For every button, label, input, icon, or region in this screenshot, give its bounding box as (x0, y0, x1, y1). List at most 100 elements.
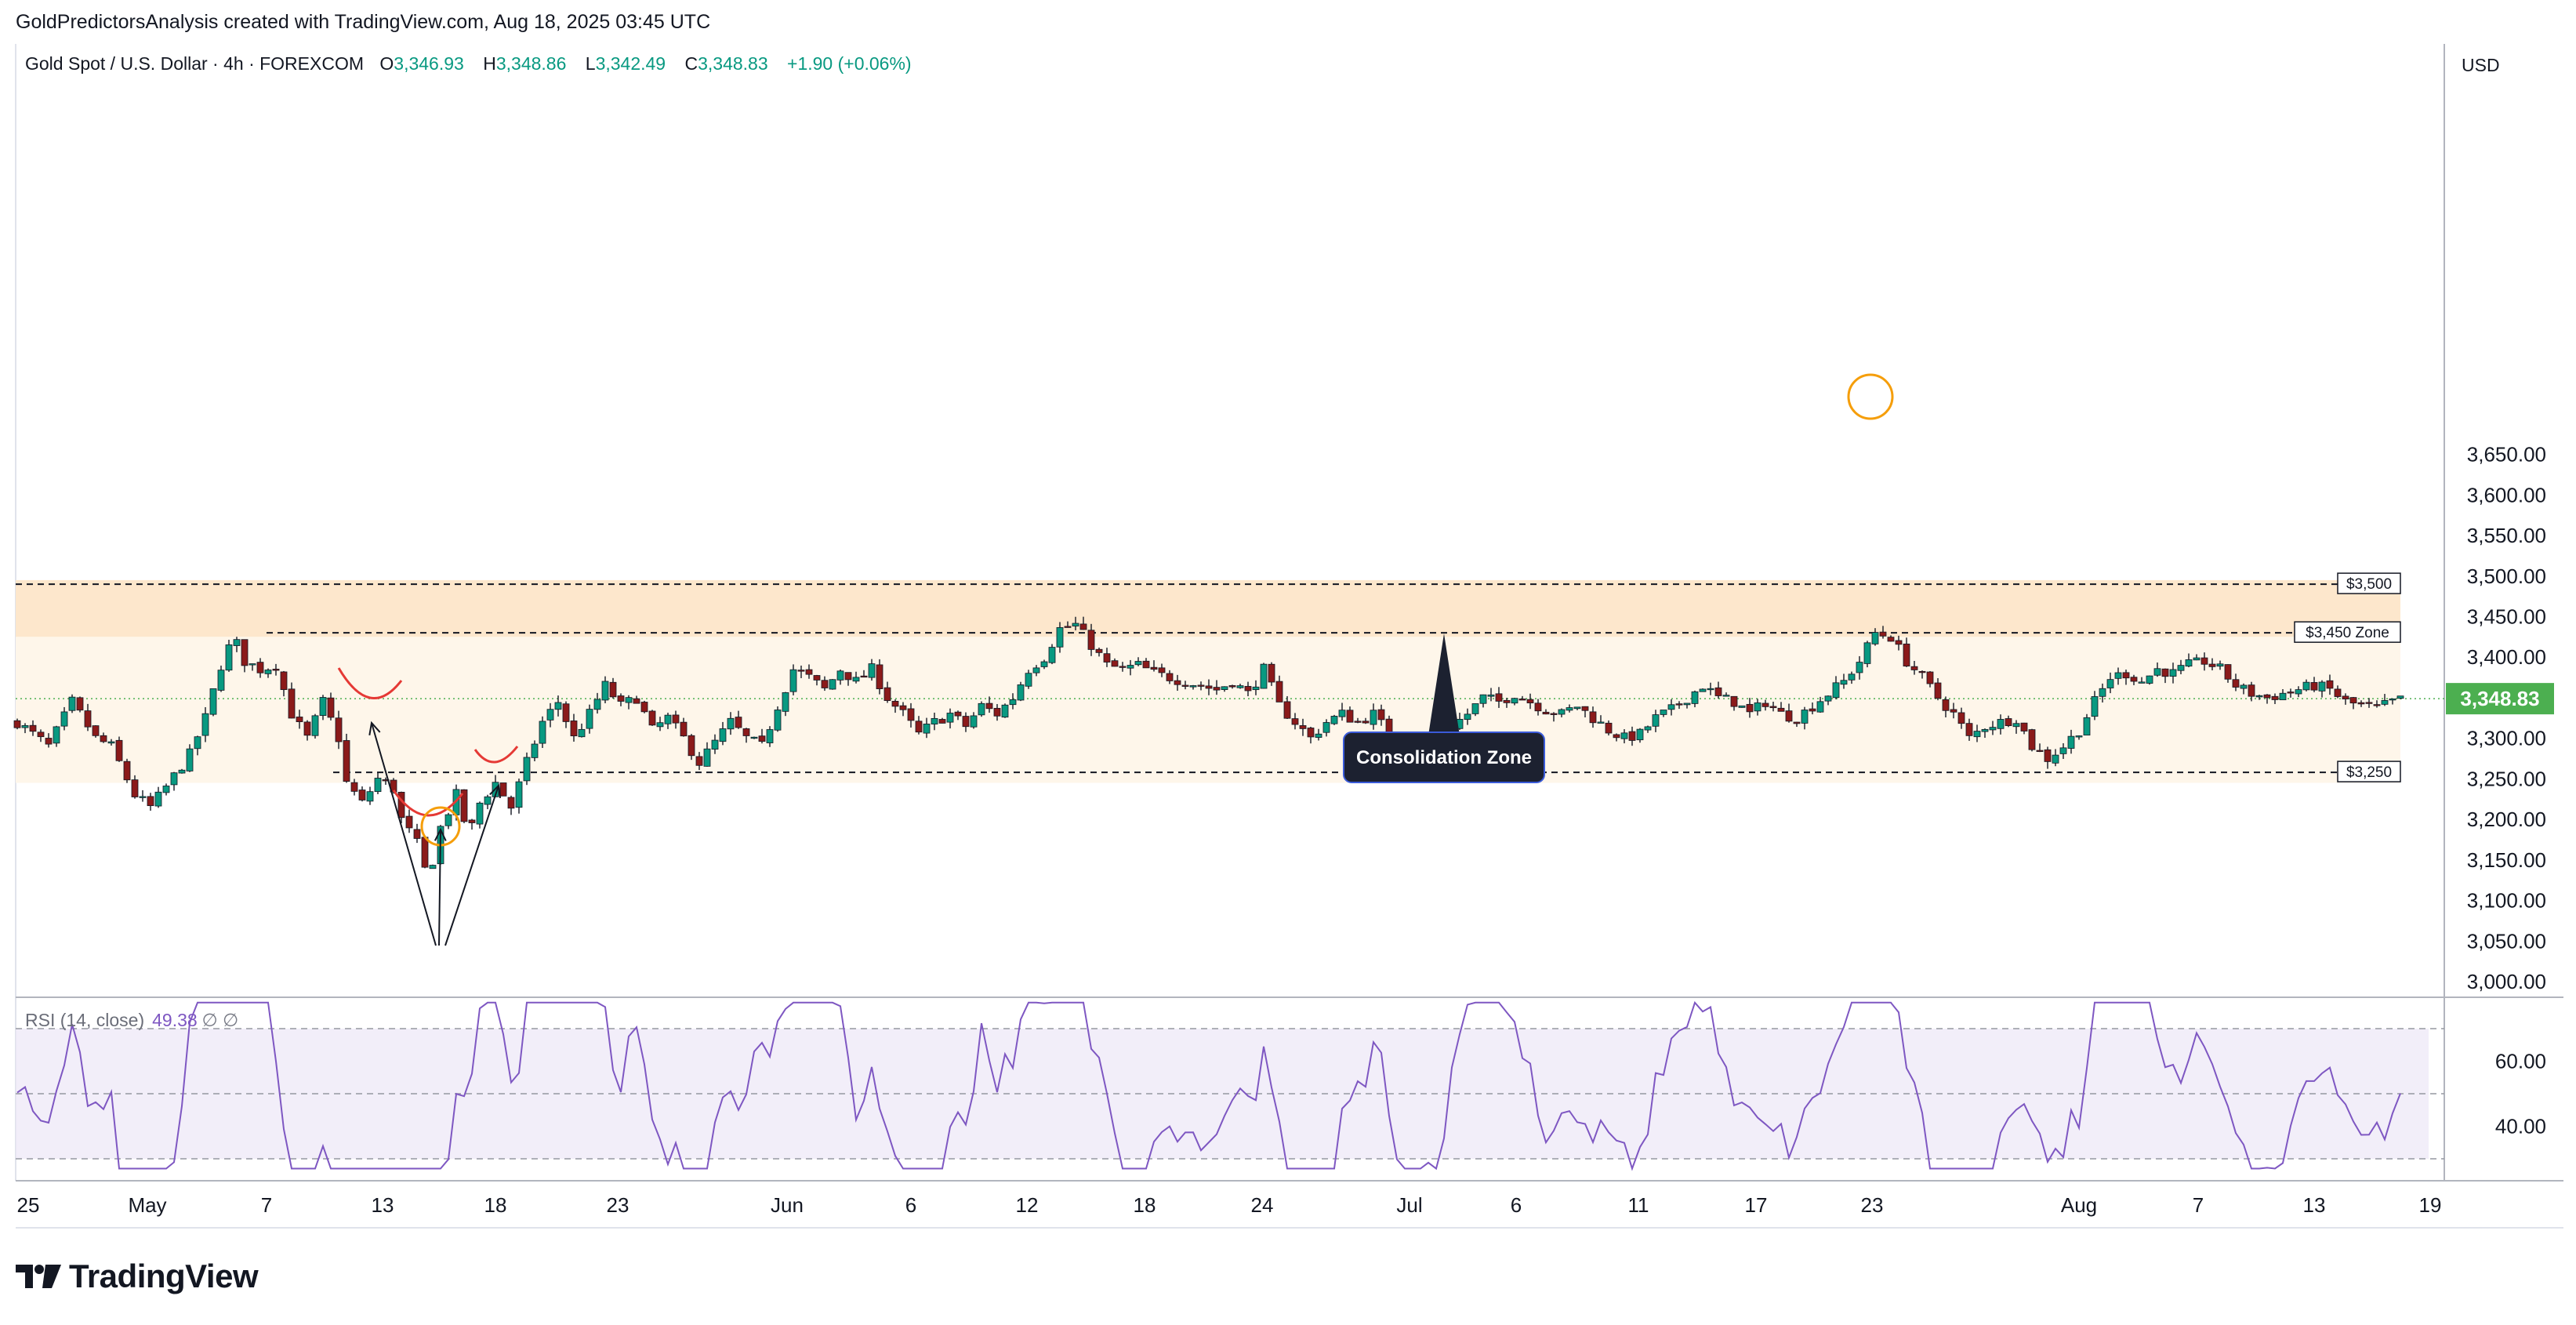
candle-body (1824, 695, 1832, 702)
time-tick-label: 25 (17, 1193, 40, 1217)
candle-body (1769, 706, 1777, 709)
candle-body (1064, 626, 1072, 628)
candle-body (1558, 709, 1566, 715)
candle-body (1056, 627, 1064, 648)
candle-body (499, 782, 507, 797)
candle-body (531, 743, 539, 758)
candle-body (296, 717, 303, 722)
candle-body (2091, 696, 2099, 717)
candle-body (1926, 671, 1934, 684)
candle-body (1495, 693, 1503, 702)
candle-body (1613, 734, 1620, 739)
candle-body (993, 707, 1001, 717)
candle-body (625, 697, 633, 703)
currency-label[interactable]: USD (2462, 55, 2500, 75)
candle-body (978, 702, 985, 716)
candle-body (2342, 695, 2349, 699)
candle-body (1291, 718, 1299, 725)
candle-body (256, 662, 264, 673)
time-tick-label: 11 (1628, 1193, 1649, 1217)
low-value: 3,342.49 (595, 53, 666, 74)
symbol-legend: Gold Spot / U.S. Dollar · 4h · FOREXCOM … (25, 53, 912, 74)
candle-body (1691, 691, 1699, 704)
candle-body (264, 670, 272, 674)
candle-body (1605, 722, 1613, 734)
candle-body (719, 728, 727, 742)
candle-body (2232, 679, 2240, 688)
candle-body (84, 710, 92, 728)
rsi-value: 49.38 (152, 1010, 198, 1030)
candle-body (2389, 698, 2396, 701)
symbol-name[interactable]: Gold Spot / U.S. Dollar · 4h · FOREXCOM (25, 53, 365, 74)
candle-body (1793, 721, 1801, 724)
candle-body (21, 724, 29, 728)
candle-body (1840, 680, 1848, 685)
candle-body (515, 781, 523, 808)
candle-body (249, 663, 256, 666)
tradingview-logo[interactable]: TradingView (16, 1258, 259, 1295)
candle-body (2067, 735, 2075, 749)
price-tick-label: 3,400.00 (2467, 645, 2546, 669)
level-label: $3,500 (2346, 576, 2392, 593)
candle-body (1934, 682, 1942, 699)
candle-body (1636, 728, 1644, 741)
candle-body (609, 681, 617, 698)
candle-body (194, 736, 201, 750)
candle-body (68, 696, 76, 711)
rsi-axis[interactable]: 60.00 40.00 (2495, 1050, 2546, 1138)
candle-body (1667, 704, 1675, 710)
candle-body (2381, 699, 2389, 705)
candle-body (350, 782, 358, 792)
candle-body (970, 715, 978, 728)
candle-body (1197, 684, 1205, 687)
candle-body (2130, 677, 2138, 682)
annotation-box[interactable] (1343, 731, 1545, 783)
candle-body (782, 692, 789, 712)
candle-body (170, 772, 178, 786)
candle-body (821, 680, 829, 688)
candle-body (1957, 712, 1965, 724)
time-axis[interactable]: 25 May 7 13 18 23 Jun 6 12 18 24 Jul 6 11 17 23 Aug 7 13 19 (17, 1193, 2442, 1217)
candle-body (985, 702, 993, 710)
candle-body (931, 717, 938, 724)
level-label-box (2337, 761, 2401, 782)
candle-body (507, 797, 515, 809)
time-tick-label: 7 (261, 1193, 272, 1217)
candle-body (123, 761, 131, 781)
price-axis[interactable]: 3,000.00 3,050.00 3,100.00 3,150.00 3,200.00… (2467, 443, 2546, 993)
candle-body (1103, 653, 1111, 662)
candle-body (539, 721, 546, 744)
candle-body (1307, 728, 1315, 738)
time-tick-label: 24 (1251, 1193, 1274, 1217)
candle-body (1973, 731, 1981, 738)
time-tick-label: 18 (484, 1193, 507, 1217)
candle-body (1040, 661, 1048, 667)
candle-body (1166, 673, 1174, 681)
candle-body (923, 724, 931, 734)
arrow-head (434, 827, 447, 841)
candle-body (1260, 663, 1268, 689)
price-zone (16, 637, 2400, 783)
candle-body (1322, 722, 1330, 733)
candle-body (1722, 695, 1730, 697)
candle-body (1087, 630, 1095, 650)
candle-body (2161, 668, 2169, 677)
candle-body (1903, 643, 1910, 667)
level-label: $3,450 Zone (2306, 625, 2389, 641)
bottom-arc-right (473, 746, 519, 764)
candle-body (1644, 726, 1652, 731)
level-label-box (2337, 572, 2401, 594)
rsi-name[interactable]: RSI (14, close) (25, 1010, 145, 1030)
candle-body (413, 829, 421, 839)
candle-body (1025, 673, 1032, 687)
price-tick-label: 3,550.00 (2467, 524, 2546, 547)
time-tick-label: 19 (2419, 1193, 2442, 1217)
close-value: 3,348.83 (698, 53, 768, 74)
candle-body (797, 670, 805, 672)
candle-body (2349, 697, 2357, 704)
candle-body (186, 748, 194, 771)
candle-body (29, 724, 37, 732)
candle-body (1848, 673, 1856, 681)
candle-body (1652, 714, 1660, 727)
